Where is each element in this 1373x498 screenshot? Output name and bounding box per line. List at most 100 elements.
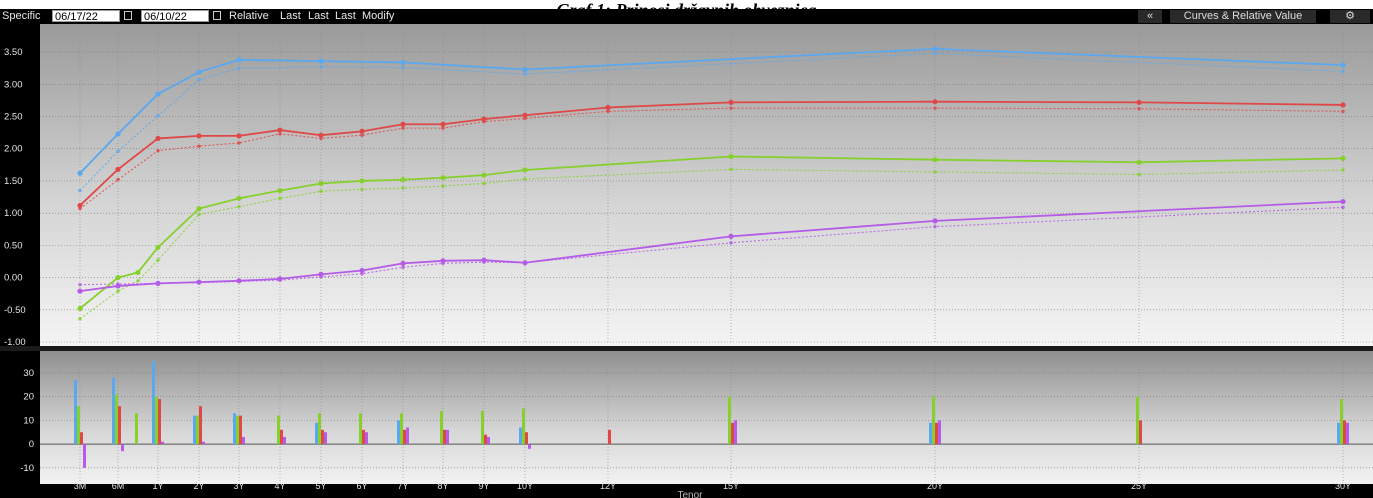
y-tick-label: 1.50 bbox=[4, 176, 23, 187]
curve-point-green bbox=[482, 181, 486, 186]
curve-point-red bbox=[400, 121, 406, 127]
x-tick-label: 3Y bbox=[233, 481, 244, 491]
collapse-button[interactable]: « bbox=[1138, 10, 1162, 23]
change-bar-purple bbox=[446, 429, 449, 445]
curve-point-green bbox=[136, 279, 140, 283]
x-tick-label: 5Y bbox=[315, 481, 326, 491]
change-bar-green bbox=[155, 396, 158, 445]
curve-point-purple bbox=[400, 260, 406, 267]
curve-blue-previous bbox=[79, 52, 1344, 191]
change-bar-green bbox=[115, 394, 118, 445]
curve-point-green bbox=[196, 206, 202, 212]
curve-point-green bbox=[77, 305, 83, 312]
change-bar-blue bbox=[112, 377, 115, 445]
change-bar-green bbox=[522, 408, 525, 445]
curve-point-green bbox=[1137, 172, 1141, 177]
curve-point-purple bbox=[729, 241, 733, 245]
calendar-icon[interactable] bbox=[213, 11, 221, 20]
curve-point-green bbox=[236, 195, 242, 201]
curve-point-green bbox=[237, 205, 241, 209]
change-bar-blue bbox=[315, 422, 318, 445]
modify-button[interactable]: Modify bbox=[362, 10, 395, 22]
change-bar-green bbox=[135, 413, 138, 445]
change-bar-purple bbox=[121, 444, 124, 452]
change-bar-blue bbox=[1337, 422, 1340, 445]
curve-point-green bbox=[155, 244, 161, 250]
x-tick-label: 12Y bbox=[600, 481, 616, 491]
curve-point-blue bbox=[933, 51, 937, 56]
panel-title-button[interactable]: Curves & Relative Value bbox=[1170, 10, 1316, 23]
curve-point-green bbox=[115, 274, 121, 281]
compare-date-field[interactable]: 06/10/22 bbox=[141, 10, 209, 23]
curve-point-green bbox=[1340, 155, 1346, 161]
start-date-field[interactable]: 06/17/22 bbox=[52, 10, 120, 23]
curve-point-blue bbox=[523, 72, 527, 76]
last-button-3[interactable]: Last bbox=[335, 10, 356, 22]
change-bar-red bbox=[443, 429, 446, 445]
change-bar-red bbox=[935, 422, 938, 445]
last-button-1[interactable]: Last bbox=[280, 10, 301, 22]
x-tick-label: 6M bbox=[112, 481, 125, 491]
curve-point-green bbox=[135, 269, 141, 276]
curve-point-blue bbox=[319, 65, 323, 69]
change-bar-green bbox=[728, 396, 731, 445]
panel-divider[interactable] bbox=[0, 346, 1373, 351]
y-tick-label: 3.50 bbox=[4, 47, 23, 58]
curve-point-blue bbox=[197, 78, 201, 82]
change-bar-green bbox=[932, 396, 935, 445]
curve-point-purple bbox=[440, 258, 446, 264]
curve-point-purple bbox=[932, 218, 938, 224]
curve-point-purple bbox=[933, 224, 937, 229]
change-bar-green bbox=[277, 415, 280, 445]
curve-point-green bbox=[197, 212, 201, 217]
curve-point-red bbox=[156, 148, 160, 153]
curve-point-red bbox=[932, 99, 938, 105]
curve-point-purple bbox=[277, 276, 283, 282]
curve-point-blue bbox=[400, 59, 406, 66]
x-tick-label: 25Y bbox=[1131, 481, 1147, 491]
curve-point-red bbox=[155, 135, 161, 142]
yield-curve-chart: 3.50 3.00 2.50 2.00 1.50 1.00 0.50 0.00 -0.50 -1.… bbox=[0, 24, 1373, 498]
change-bar-blue bbox=[152, 361, 155, 445]
curve-point-purple bbox=[155, 280, 161, 286]
change-bar-green bbox=[1136, 396, 1139, 445]
curve-point-blue bbox=[196, 69, 202, 75]
curve-point-red bbox=[729, 106, 733, 110]
curve-point-red bbox=[605, 104, 611, 111]
change-bar-blue bbox=[233, 413, 236, 445]
curve-point-green bbox=[400, 177, 406, 183]
change-bar-red bbox=[199, 406, 202, 445]
mode-label[interactable]: Specific bbox=[2, 10, 41, 22]
curve-point-green bbox=[932, 157, 938, 163]
curve-point-red bbox=[359, 128, 365, 134]
curve-point-red bbox=[236, 133, 242, 139]
curve-point-blue bbox=[77, 170, 83, 176]
x-tick-label: 30Y bbox=[1335, 481, 1351, 491]
curve-point-green bbox=[359, 178, 365, 184]
curve-point-red bbox=[277, 127, 283, 133]
change-bar-red bbox=[321, 429, 324, 445]
change-bar-red bbox=[118, 406, 121, 445]
last-button-2[interactable]: Last bbox=[308, 10, 329, 22]
relative-button[interactable]: Relative bbox=[229, 10, 269, 22]
gear-icon[interactable]: ⚙ bbox=[1330, 10, 1370, 23]
yield-plot-area bbox=[40, 24, 1373, 346]
curve-point-green bbox=[278, 196, 282, 201]
change-bar-green bbox=[400, 413, 403, 445]
curve-blue-current bbox=[79, 47, 1344, 174]
calendar-icon[interactable] bbox=[124, 11, 132, 20]
curve-point-purple bbox=[522, 260, 528, 266]
curve-point-blue bbox=[237, 66, 241, 70]
change-bar-green bbox=[481, 410, 484, 445]
x-tick-label: 3M bbox=[74, 481, 87, 491]
x-tick-label: 2Y bbox=[193, 481, 204, 491]
change-bar-blue bbox=[929, 422, 932, 445]
curve-point-red bbox=[116, 177, 120, 182]
change-bar-green bbox=[196, 415, 199, 445]
curve-point-green bbox=[277, 188, 283, 194]
change-bar-purple bbox=[202, 441, 205, 445]
x-tick-label: 15Y bbox=[723, 481, 739, 491]
curve-point-purple bbox=[1340, 198, 1346, 205]
change-bar-blue bbox=[74, 380, 77, 445]
curve-point-purple bbox=[318, 271, 324, 277]
